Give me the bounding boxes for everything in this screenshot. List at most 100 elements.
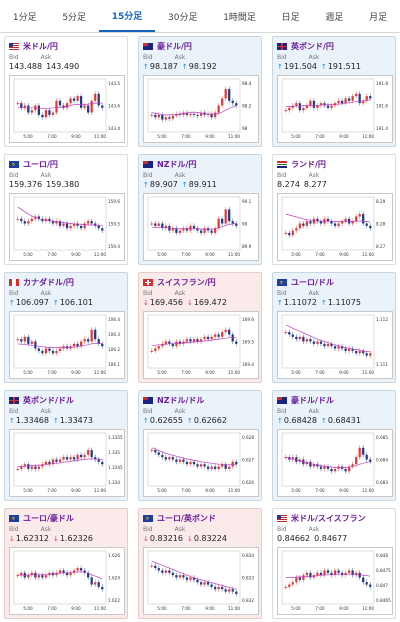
timeframe-tabs: 1分足 5分足 15分足 30分足 1時間足 日足 週足 月足 — [0, 0, 400, 33]
tab-1hour[interactable]: 1時間足 — [223, 12, 256, 23]
currency-pair-title[interactable]: 英ポンド/ドル — [23, 395, 74, 405]
x-tick-label: 9:00 — [205, 488, 215, 493]
candlestick-chart[interactable]: 191.8 191.6 191.4 5:00 7:00 9:00 11:00 — [277, 75, 393, 143]
candle — [309, 572, 312, 578]
currency-pair-title[interactable]: 豪ドル/ドル — [291, 395, 334, 405]
candlestick-chart[interactable]: 0.848 0.8475 0.847 0.8465 5:00 7:00 9:00 11:00 — [277, 547, 393, 615]
candle — [62, 457, 65, 460]
rate-card-nzd-jpy[interactable]: NZドル/円 Bid Ask ↑89.907 ↑89.911 90.1 90 89.9 5:00… — [138, 154, 262, 265]
candlestick-chart[interactable]: 169.6 169.5 169.4 5:00 7:00 9:00 11:00 — [143, 311, 259, 379]
candle — [97, 225, 100, 229]
candle — [41, 575, 44, 578]
currency-pair-title[interactable]: NZドル/ドル — [157, 395, 205, 405]
tab-monthly[interactable]: 月足 — [369, 12, 388, 23]
candle — [23, 221, 26, 224]
currency-pair-title[interactable]: スイスフラン/円 — [157, 277, 216, 287]
candle — [347, 570, 351, 573]
bid-ask-values: ↓0.83216 ↓0.83224 — [143, 534, 227, 543]
candlestick-chart[interactable]: 143.5 143.6 143.4 5:00 7:00 9:00 11:00 — [9, 75, 125, 143]
rate-card-usd-jpy[interactable]: 米ドル/円 Bid Ask 143.488 143.490 143.5 143.6 143.4… — [4, 36, 128, 147]
candle — [101, 228, 104, 231]
bid-ask-labels: Bid Ask — [9, 54, 51, 61]
tab-15min[interactable]: 15分足 — [98, 0, 156, 32]
rate-card-nzd-usd[interactable]: NZドル/ドル Bid Ask ↑0.62655 ↑0.62662 0.628 0.627 0… — [138, 390, 262, 501]
x-tick-label: 5:00 — [157, 606, 167, 611]
candle — [178, 575, 182, 578]
bid-value: 143.488 — [9, 62, 43, 71]
candle — [94, 329, 97, 340]
rate-card-eur-gbp[interactable]: ユーロ/英ポンド Bid Ask ↓0.83216 ↓0.83224 0.834 0.833… — [138, 508, 262, 619]
bid-label: Bid — [9, 290, 19, 297]
candle — [83, 339, 86, 342]
candlestick-chart[interactable]: 159.6 159.5 159.4 5:00 7:00 9:00 11:00 — [9, 193, 125, 261]
arrow-up-icon: ↑ — [9, 417, 15, 425]
candle — [175, 228, 178, 233]
rate-card-eur-aud[interactable]: ユーロ/豪ドル Bid Ask ↓1.62312 ↓1.62326 1.626 1.624 1… — [4, 508, 128, 619]
candlestick-chart[interactable]: 8.29 8.28 8.27 5:00 7:00 9:00 11:00 — [277, 193, 393, 261]
rate-card-chf-jpy[interactable]: スイスフラン/円 Bid Ask ↓169.456 ↓169.472 169.6 169.5… — [138, 272, 262, 383]
candle — [362, 350, 365, 354]
candlestick-chart[interactable]: 0.685 0.684 0.683 5:00 7:00 9:00 11:00 — [277, 429, 393, 497]
rate-card-zar-jpy[interactable]: ランド/円 Bid Ask 8.274 8.277 8.29 8.28 8.27 5:00 7:0… — [272, 154, 396, 265]
candle — [87, 339, 90, 342]
candlestick-chart[interactable]: 1.3355 1.335 1.3345 1.334 5:00 7:00 9:00 11:00 — [9, 429, 125, 497]
candle — [20, 572, 23, 576]
currency-pair-title[interactable]: ユーロ/英ポンド — [157, 513, 216, 523]
arrow-up-icon: ↑ — [186, 417, 193, 425]
rate-card-gbp-jpy[interactable]: 英ポンド/円 Bid Ask ↑191.504 ↑191.511 191.8 191.6 19… — [272, 36, 396, 147]
tab-5min[interactable]: 5分足 — [62, 12, 87, 23]
candlestick-chart[interactable]: 1.626 1.624 1.622 5:00 7:00 9:00 11:00 — [9, 547, 125, 615]
currency-pair-title[interactable]: 米ドル/スイスフラン — [291, 513, 366, 523]
currency-pair-title[interactable]: ユーロ/ドル — [291, 277, 334, 287]
rate-card-aud-jpy[interactable]: 豪ドル/円 Bid Ask ↑98.187 ↑98.192 98.4 98.2 98 5:00 7… — [138, 36, 262, 147]
currency-pair-title[interactable]: ランド/円 — [291, 159, 326, 169]
y-tick-label: 0.626 — [242, 480, 254, 485]
candle — [224, 329, 227, 333]
candle — [44, 110, 48, 118]
candle — [175, 341, 178, 347]
candle — [44, 348, 48, 354]
candlestick-chart[interactable]: 0.628 0.627 0.626 5:00 7:00 9:00 11:00 — [143, 429, 259, 497]
candle — [196, 579, 199, 583]
moving-average-line — [285, 573, 371, 578]
tab-1min[interactable]: 1分足 — [12, 12, 37, 23]
y-tick-label: 169.4 — [242, 362, 254, 367]
rate-card-eur-usd[interactable]: ユーロ/ドル Bid Ask ↑1.11072 ↑1.11075 1.112 1.111 5:… — [272, 272, 396, 383]
candlestick-chart[interactable]: 0.834 0.833 0.832 5:00 7:00 9:00 11:00 — [143, 547, 259, 615]
currency-pair-title[interactable]: 英ポンド/円 — [291, 41, 334, 51]
rate-card-cad-jpy[interactable]: カナダドル/円 Bid Ask ↑106.097 ↑106.101 106.4 106.3 1… — [4, 272, 128, 383]
tab-daily[interactable]: 日足 — [281, 12, 300, 23]
candle — [51, 112, 55, 115]
ask-value: 0.62662 — [193, 416, 227, 425]
rate-card-eur-jpy[interactable]: ユーロ/円 Bid Ask 159.376 159.380 159.6 159.5 159.4… — [4, 154, 128, 265]
ask-value-group: ↑89.911 — [182, 180, 217, 189]
candle — [351, 570, 354, 576]
currency-pair-title[interactable]: NZドル/円 — [157, 159, 197, 169]
moving-average-line — [151, 105, 237, 116]
currency-pair-title[interactable]: ユーロ/円 — [23, 159, 58, 169]
bid-label: Bid — [277, 54, 287, 61]
tab-30min[interactable]: 30分足 — [168, 12, 198, 23]
candlestick-chart[interactable]: 90.1 90 89.9 5:00 7:00 9:00 11:00 — [143, 193, 259, 261]
candle — [178, 230, 182, 233]
eu-flag-icon — [277, 278, 287, 286]
rate-card-aud-usd[interactable]: 豪ドル/ドル Bid Ask ↑0.68428 ↑0.68431 0.685 0.684 0.… — [272, 390, 396, 501]
tab-weekly[interactable]: 週足 — [325, 12, 344, 23]
currency-pair-title[interactable]: 豪ドル/円 — [157, 41, 192, 51]
candle — [309, 461, 312, 467]
bid-value-group: ↑0.68428 — [277, 416, 317, 425]
candlestick-chart[interactable]: 1.112 1.111 5:00 7:00 9:00 11:00 — [277, 311, 393, 379]
rate-card-usd-chf[interactable]: 米ドル/スイスフラン Bid Ask 0.84662 0.84677 0.848 0.847… — [272, 508, 396, 619]
candlestick-chart[interactable]: 98.4 98.2 98 5:00 7:00 9:00 11:00 — [143, 75, 259, 143]
candle — [41, 114, 44, 118]
currency-pair-title[interactable]: カナダドル/円 — [23, 277, 74, 287]
currency-pair-title[interactable]: 米ドル/円 — [23, 41, 58, 51]
card-header: ユーロ/豪ドル — [9, 512, 74, 524]
us-flag-icon — [9, 42, 19, 50]
candle — [55, 100, 58, 113]
candle — [164, 457, 167, 460]
candlestick-chart[interactable]: 106.4 106.3 106.2 106.1 5:00 7:00 9:00 11:00 — [9, 311, 125, 379]
rate-card-gbp-usd[interactable]: 英ポンド/ドル Bid Ask ↑1.33468 ↑1.33473 1.3355 1.335… — [4, 390, 128, 501]
arrow-up-icon: ↑ — [52, 417, 59, 425]
currency-pair-title[interactable]: ユーロ/豪ドル — [23, 513, 74, 523]
